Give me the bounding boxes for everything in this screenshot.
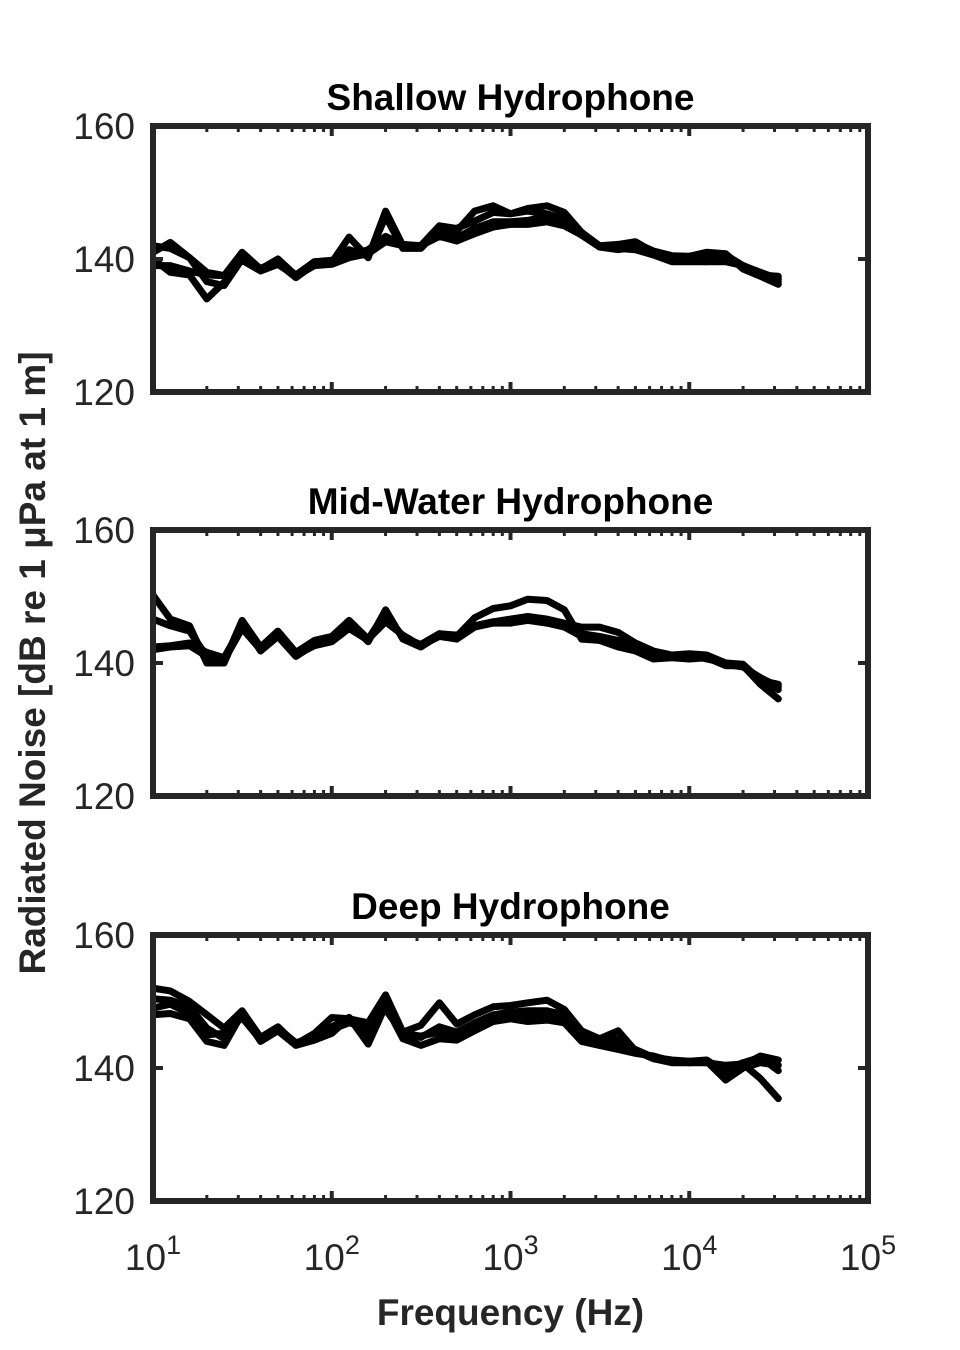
x-axis-label: Frequency (Hz) [377,1292,644,1333]
panel-title: Mid-Water Hydrophone [308,481,714,522]
axes-box [150,932,871,1204]
series-line-1 [153,984,782,1103]
x-tick-label: 102 [304,1230,360,1278]
y-tick-label: 140 [73,643,135,684]
axes-box [150,123,871,395]
y-tick-label: 120 [73,372,135,413]
series-group [153,591,782,703]
y-tick-label: 140 [73,1048,135,1089]
series-line-4 [153,212,782,290]
series-line-4 [153,1000,782,1076]
series-group [153,984,782,1103]
series-line-1 [153,591,782,703]
x-tick-label: 103 [482,1230,538,1278]
x-tick-labels: 101 102 103 104 105 [125,1230,896,1278]
x-tick-label: 104 [661,1230,717,1278]
panel-2: 120 140 160 Mid-Water Hydrophone [73,481,871,817]
y-tick-label: 140 [73,239,135,280]
y-tick-label: 160 [73,510,135,551]
y-tick-label: 160 [73,915,135,956]
series-line-4 [153,611,782,691]
y-tick-label: 120 [73,1181,135,1222]
panel-title: Deep Hydrophone [351,886,670,927]
x-tick-label: 101 [125,1230,181,1278]
panel-3: 120 140 160 Deep Hydrophone [73,886,871,1222]
y-tick-label: 120 [73,776,135,817]
y-tick-label: 160 [73,106,135,147]
y-axis-label: Radiated Noise [dB re 1 μPa at 1 m] [12,351,53,974]
panel-title: Shallow Hydrophone [327,77,695,118]
panel-1: 120 140 160 Shallow Hydrophone [73,77,871,413]
series-group [153,202,782,303]
axes-box [150,527,871,799]
x-tick-label: 105 [840,1230,896,1278]
